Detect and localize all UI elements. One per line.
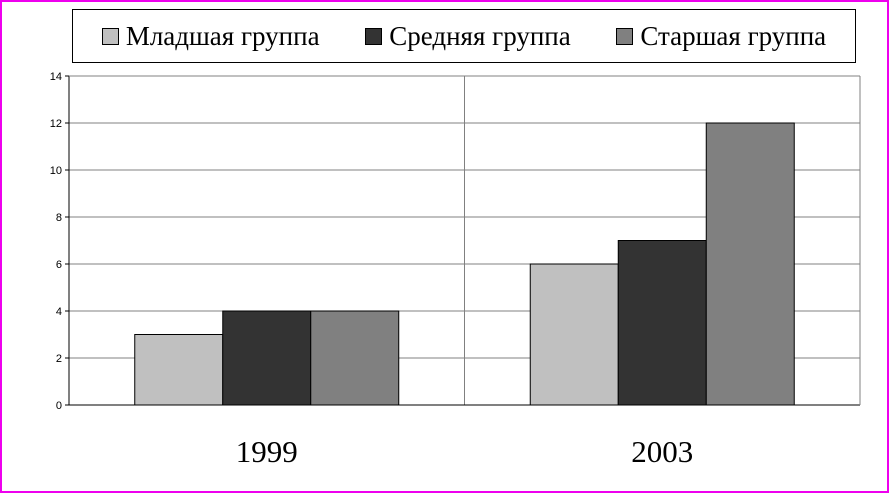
legend: Младшая группа Средняя группа Старшая гр…	[72, 9, 856, 63]
legend-item-junior: Младшая группа	[101, 20, 320, 52]
legend-label-junior: Младшая группа	[125, 20, 320, 51]
bar-2003-2	[705, 122, 795, 406]
bar-2003-0	[529, 263, 619, 406]
y-tick-label: 6	[56, 259, 62, 271]
bar-1999-2	[310, 310, 400, 406]
y-tick-label: 2	[56, 353, 62, 365]
legend-label-senior: Старшая группа	[640, 20, 827, 51]
bar-2003-1	[617, 240, 707, 406]
legend-item-senior: Старшая группа	[616, 21, 826, 52]
legend-swatch-senior	[616, 27, 634, 45]
legend-item-middle: Средняя группа	[365, 21, 571, 52]
y-tick-label: 10	[50, 165, 62, 177]
y-tick-label: 0	[56, 400, 62, 412]
legend-swatch-middle	[365, 27, 383, 45]
y-tick-label: 14	[50, 71, 62, 83]
x-category-label: 1999	[236, 434, 298, 469]
x-category-label: 2003	[631, 434, 693, 469]
y-tick-label: 4	[56, 306, 62, 318]
y-tick-label: 12	[50, 118, 62, 130]
y-tick-label: 8	[56, 212, 62, 224]
legend-label-middle: Средняя группа	[389, 20, 571, 51]
bar-1999-0	[134, 334, 224, 406]
legend-swatch-junior	[101, 27, 119, 45]
bar-1999-1	[222, 310, 312, 406]
